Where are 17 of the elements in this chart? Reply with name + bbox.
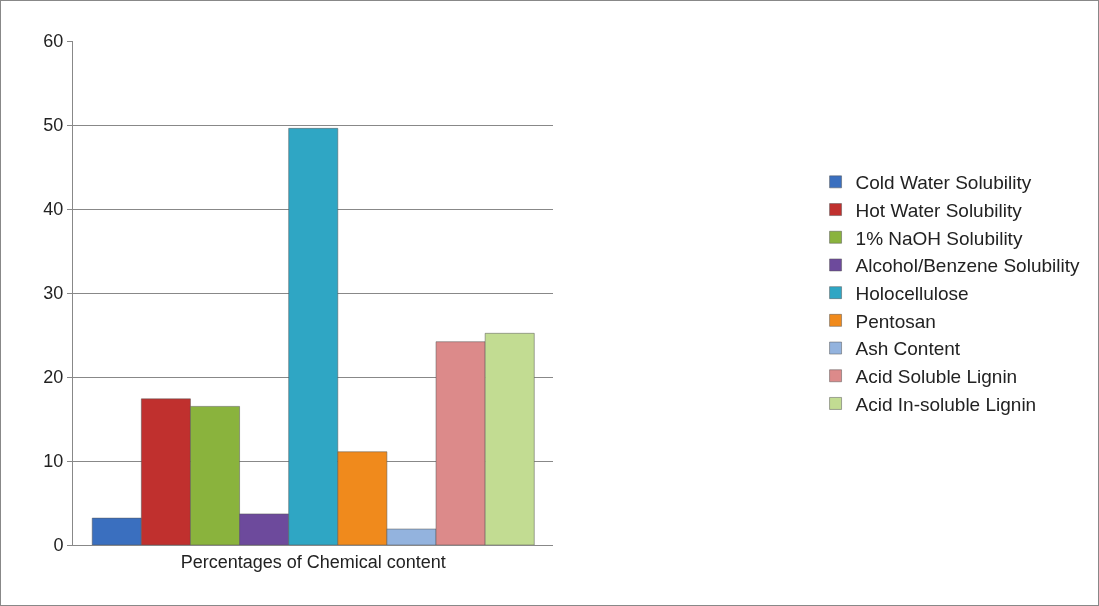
y-tick-label: 30	[43, 283, 64, 304]
legend-label: 1% NaOH Solubility	[855, 227, 1023, 249]
y-tick-label: 0	[53, 535, 64, 556]
x-tick-label: Percentages of Chemical content	[180, 551, 446, 572]
legend-label: Holocellulose	[855, 283, 969, 305]
legend-label: Ash Content	[855, 338, 961, 360]
y-tick-label: 60	[43, 31, 64, 52]
legend-label: Acid In-soluble Lignin	[855, 393, 1037, 415]
legend-label: Hot Water Solubility	[855, 199, 1023, 221]
y-tick-label: 50	[43, 115, 64, 136]
y-tick-label: 10	[43, 451, 64, 472]
legend-label: Cold Water Solubility	[855, 172, 1032, 194]
legend-label: Pentosan	[855, 310, 936, 332]
y-tick-label: 20	[43, 367, 64, 388]
legend-label: Alcohol/Benzene Solubility	[855, 255, 1080, 277]
y-tick-label: 40	[43, 199, 64, 220]
legend-label: Acid Soluble Lignin	[855, 366, 1018, 388]
